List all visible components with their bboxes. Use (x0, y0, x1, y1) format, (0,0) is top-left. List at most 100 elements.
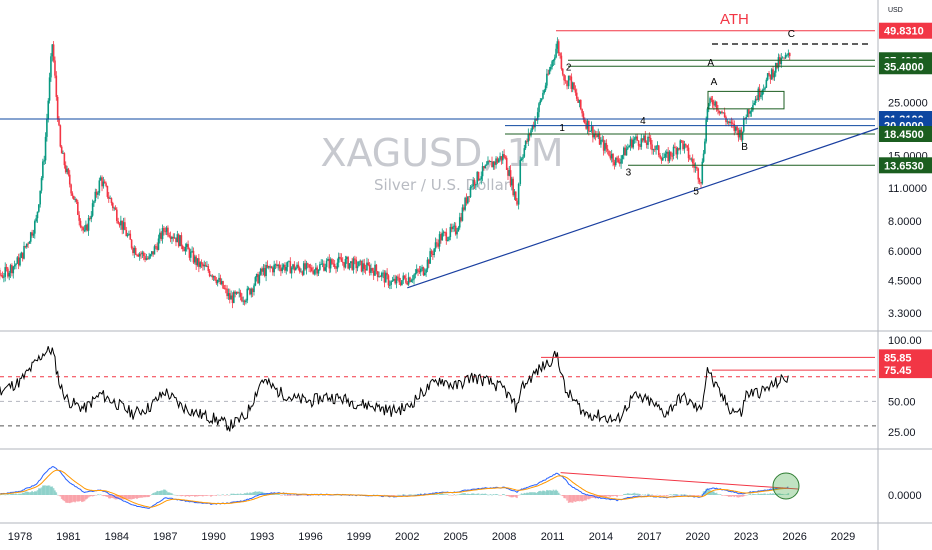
price-candle (556, 41, 559, 49)
price-candle (639, 145, 641, 147)
price-candle (226, 288, 228, 297)
price-candle (647, 136, 649, 145)
price-candle (612, 153, 614, 163)
macd-histogram-bar (185, 495, 188, 497)
macd-histogram-bar (146, 495, 149, 498)
price-candle (686, 145, 688, 148)
price-candle (473, 180, 476, 186)
macd-histogram-bar (324, 495, 327, 496)
price-candle (224, 288, 227, 290)
price-candle (776, 62, 778, 68)
price-candle (305, 263, 308, 270)
macd-histogram-bar (9, 493, 12, 495)
macd-histogram-bar (501, 494, 504, 495)
macd-histogram-bar (676, 494, 679, 495)
price-candle (772, 69, 774, 78)
price-candle (475, 184, 477, 186)
price-candle (570, 76, 573, 89)
wave-label: 3 (626, 167, 632, 178)
price-candle (25, 243, 28, 247)
price-candle (280, 268, 282, 272)
price-candle (179, 235, 181, 247)
macd-histogram-bar (251, 492, 254, 495)
price-candle (433, 248, 435, 256)
price-candle (561, 68, 564, 75)
macd-histogram-bar (78, 495, 80, 502)
macd-histogram-bar (617, 495, 620, 496)
x-tick-label: 2002 (395, 531, 419, 543)
macd-histogram-bar (47, 485, 50, 495)
price-candle (575, 92, 578, 99)
price-candle (56, 96, 59, 120)
price-candle (339, 256, 341, 259)
macd-histogram-bar (472, 493, 474, 495)
price-candle (164, 231, 167, 233)
macd-pane[interactable] (0, 466, 800, 509)
price-candle (601, 139, 604, 141)
macd-histogram-bar (113, 495, 115, 499)
price-candle (680, 140, 683, 142)
price-candle (227, 293, 230, 297)
macd-histogram-bar (172, 494, 175, 496)
price-candle (402, 275, 405, 281)
price-candle (701, 161, 704, 184)
price-candle (74, 199, 76, 200)
macd-histogram-bar (569, 495, 571, 503)
macd-histogram-bar (81, 495, 83, 503)
price-candle (101, 177, 103, 187)
price-candle (394, 278, 396, 284)
price-candle (489, 161, 492, 163)
price-candle (648, 136, 651, 139)
price-candle (168, 235, 171, 237)
macd-histogram-bar (540, 491, 543, 495)
price-pane[interactable] (0, 37, 791, 309)
price-candle (81, 226, 83, 228)
price-candle (107, 196, 110, 199)
price-candle (196, 258, 199, 266)
macd-histogram-bar (216, 494, 219, 496)
rsi-pane[interactable] (0, 346, 878, 432)
price-candle (602, 139, 605, 151)
macd-histogram-bar (479, 494, 481, 496)
macd-histogram-bar (436, 493, 438, 495)
macd-histogram-bar (578, 495, 581, 502)
price-candle (418, 270, 421, 273)
macd-histogram-bar (627, 493, 629, 495)
macd-histogram-bar (697, 495, 700, 497)
macd-histogram-bar (224, 495, 227, 496)
macd-histogram-bar (77, 495, 79, 502)
macd-histogram-bar (586, 495, 589, 500)
price-candle (613, 162, 616, 166)
price-candle (524, 140, 527, 149)
trend-line (407, 127, 879, 289)
wave-label: A (707, 58, 714, 69)
macd-histogram-bar (632, 493, 635, 495)
macd-histogram-bar (657, 495, 660, 496)
price-candle (105, 183, 107, 186)
price-candle (247, 288, 250, 290)
price-candle (263, 268, 266, 276)
price-candle (734, 126, 737, 131)
macd-histogram-bar (187, 495, 189, 497)
price-candle (637, 140, 640, 146)
macd-histogram-bar (651, 494, 653, 495)
price-candle (629, 139, 632, 146)
price-candle (522, 156, 524, 159)
macd-histogram-bar (495, 493, 497, 495)
price-candle (5, 267, 8, 269)
price-candle (588, 120, 590, 132)
macd-histogram-bar (148, 495, 150, 498)
macd-histogram-bar (397, 494, 399, 496)
symbol-watermark: XAGUSD, 1M (320, 131, 563, 175)
price-candle (181, 245, 184, 250)
macd-histogram-bar (508, 495, 511, 497)
macd-histogram-bar (589, 495, 591, 499)
price-candle (203, 264, 206, 267)
price-candle (288, 261, 290, 263)
price-candle (11, 265, 13, 274)
price-candle (352, 258, 355, 270)
macd-histogram-bar (561, 495, 564, 497)
wave-label: 1 (559, 123, 565, 134)
y-tick-label: 8.0000 (888, 216, 922, 228)
